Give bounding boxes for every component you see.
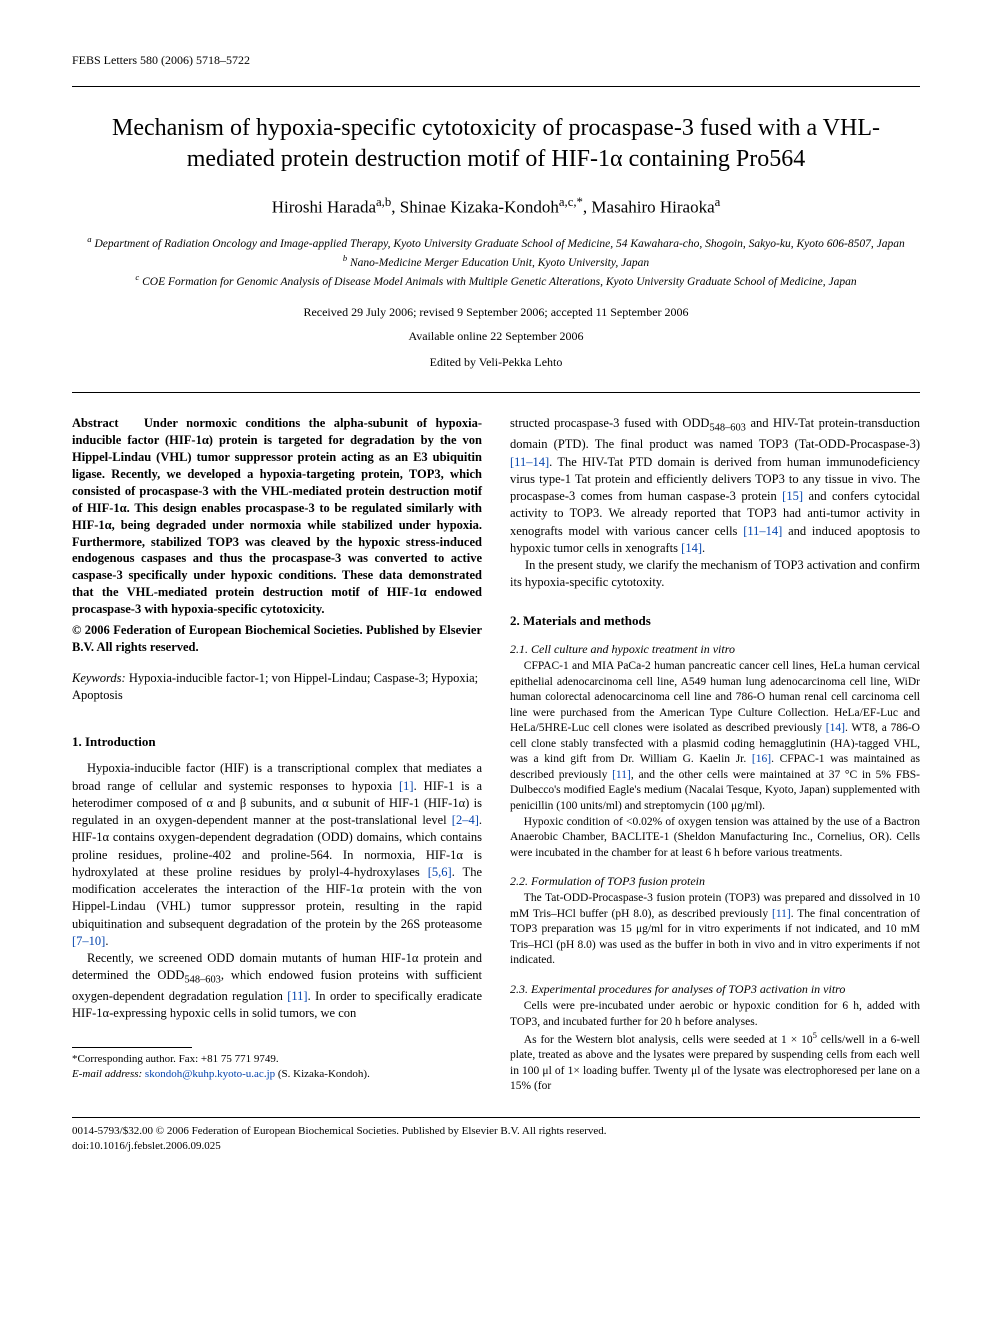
ref-link-11c[interactable]: [11]	[772, 908, 791, 920]
sub21-para-2: Hypoxic condition of <0.02% of oxygen te…	[510, 815, 920, 862]
ref-link-14b[interactable]: [14]	[826, 722, 845, 734]
abstract-label: Abstract	[72, 416, 119, 430]
email-footnote: E-mail address: skondoh@kuhp.kyoto-u.ac.…	[72, 1067, 482, 1082]
corresponding-footnote: *Corresponding author. Fax: +81 75 771 9…	[72, 1052, 482, 1067]
abstract-block: Abstract Under normoxic conditions the a…	[72, 415, 482, 655]
section-1-heading: 1. Introduction	[72, 733, 482, 751]
intro-para-2: Recently, we screened ODD domain mutants…	[72, 950, 482, 1023]
footer-doi: doi:10.1016/j.febslet.2006.09.025	[72, 1139, 920, 1154]
article-title: Mechanism of hypoxia-specific cytotoxici…	[72, 113, 920, 175]
authors-line: Hiroshi Haradaa,b, Shinae Kizaka-Kondoha…	[72, 194, 920, 220]
email-link[interactable]: skondoh@kuhp.kyoto-u.ac.jp	[145, 1068, 275, 1080]
ref-link-11-14b[interactable]: [11–14]	[743, 524, 782, 538]
ref-link-1[interactable]: [1]	[399, 779, 414, 793]
keywords-label: Keywords:	[72, 671, 126, 685]
ref-link-11b[interactable]: [11]	[612, 769, 631, 781]
ref-link-11-14a[interactable]: [11–14]	[510, 455, 549, 469]
affiliation-b: b Nano-Medicine Merger Education Unit, K…	[72, 252, 920, 271]
affiliation-a: a Department of Radiation Oncology and I…	[72, 233, 920, 252]
section-2-heading: 2. Materials and methods	[510, 612, 920, 630]
subsection-2-2-heading: 2.2. Formulation of TOP3 fusion protein	[510, 873, 920, 889]
keywords-block: Keywords: Hypoxia-inducible factor-1; vo…	[72, 670, 482, 705]
footer-copyright: 0014-5793/$32.00 © 2006 Federation of Eu…	[72, 1124, 920, 1139]
ref-link-14a[interactable]: [14]	[681, 541, 702, 555]
rule-mid	[72, 392, 920, 393]
sub23-para-2: As for the Western blot analysis, cells …	[510, 1030, 920, 1095]
subsection-2-3-heading: 2.3. Experimental procedures for analyse…	[510, 981, 920, 997]
ref-link-2-4[interactable]: [2–4]	[452, 813, 479, 827]
ref-link-11[interactable]: [11]	[287, 989, 307, 1003]
ref-link-5-6[interactable]: [5,6]	[428, 865, 452, 879]
sub21-para-1: CFPAC-1 and MIA PaCa-2 human pancreatic …	[510, 659, 920, 814]
left-column: Abstract Under normoxic conditions the a…	[72, 415, 482, 1094]
right-column: structed procaspase-3 fused with ODD548–…	[510, 415, 920, 1094]
intro-para-1: Hypoxia-inducible factor (HIF) is a tran…	[72, 760, 482, 950]
available-online: Available online 22 September 2006	[72, 328, 920, 344]
received-dates: Received 29 July 2006; revised 9 Septemb…	[72, 304, 920, 320]
sub23-para-1: Cells were pre-incubated under aerobic o…	[510, 999, 920, 1030]
rule-top	[72, 86, 920, 87]
intro-para-3: In the present study, we clarify the mec…	[510, 557, 920, 592]
abstract-text: Under normoxic conditions the alpha-subu…	[72, 416, 482, 616]
footnote-separator	[72, 1047, 192, 1048]
ref-link-16[interactable]: [16]	[752, 753, 771, 765]
ref-link-15[interactable]: [15]	[782, 489, 803, 503]
intro-para-2-cont: structed procaspase-3 fused with ODD548–…	[510, 415, 920, 557]
affiliations: a Department of Radiation Oncology and I…	[72, 233, 920, 290]
affiliation-c: c COE Formation for Genomic Analysis of …	[72, 271, 920, 290]
two-column-body: Abstract Under normoxic conditions the a…	[72, 415, 920, 1094]
edited-by: Edited by Veli-Pekka Lehto	[72, 354, 920, 370]
copyright-line: © 2006 Federation of European Biochemica…	[72, 622, 482, 656]
sub22-para-1: The Tat-ODD-Procaspase-3 fusion protein …	[510, 891, 920, 969]
ref-link-7-10[interactable]: [7–10]	[72, 934, 105, 948]
subsection-2-1-heading: 2.1. Cell culture and hypoxic treatment …	[510, 641, 920, 657]
journal-header: FEBS Letters 580 (2006) 5718–5722	[72, 52, 920, 68]
page-footer: 0014-5793/$32.00 © 2006 Federation of Eu…	[72, 1117, 920, 1155]
keywords-text: Hypoxia-inducible factor-1; von Hippel-L…	[72, 671, 478, 703]
